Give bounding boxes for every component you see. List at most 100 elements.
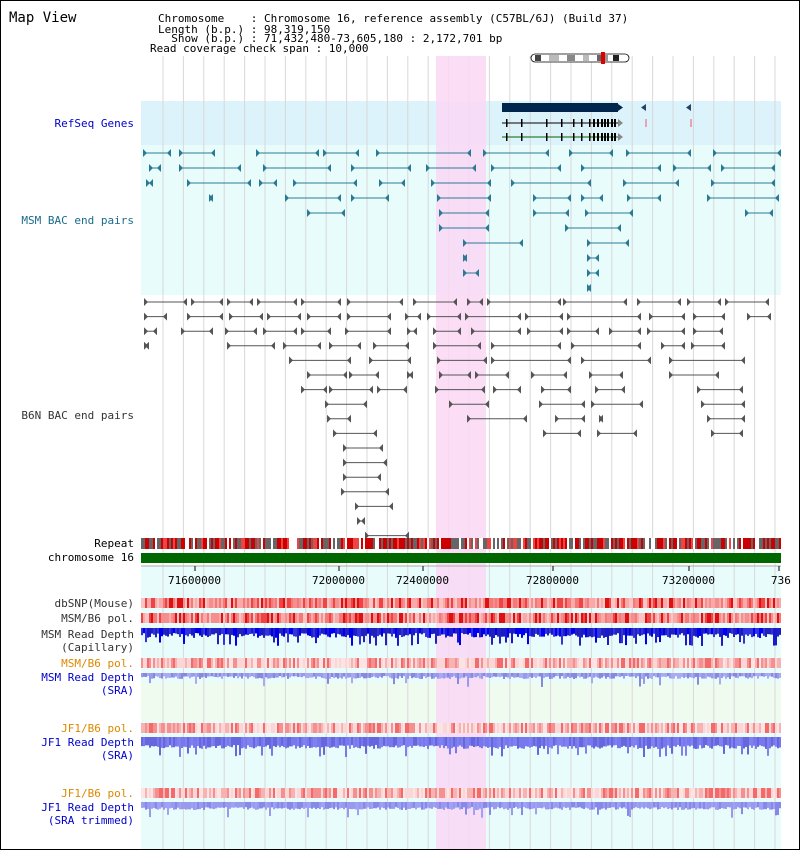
heat-strip (141, 723, 781, 733)
b6n-bac-pair (697, 385, 743, 394)
b6n-bac-pair (471, 327, 521, 336)
msm-bac-end-pairs[interactable] (143, 149, 781, 292)
msm-bac-pair (569, 149, 613, 157)
msm-bac-pair (463, 239, 523, 247)
msm-bac-pair (263, 164, 331, 172)
b6n-bac-pair (581, 356, 651, 365)
msm-bac-pair (713, 149, 781, 157)
b6n-bac-pair (349, 371, 379, 379)
b6n-bac-pair (541, 385, 571, 394)
msm-bac-pair (351, 194, 389, 202)
msm-bac-pair (565, 224, 621, 232)
label-jf1-read-depth-trim-sub: (SRA trimmed) (47, 814, 134, 827)
b6n-bac-pair (427, 312, 461, 321)
refseq-genes[interactable] (502, 103, 692, 141)
b6n-bac-pair (307, 371, 347, 379)
msm-bac-pair (187, 179, 251, 187)
b6n-bac-pair (669, 371, 719, 379)
b6n-bac-pair (493, 385, 521, 394)
msm-bac-pair (491, 164, 561, 172)
b6n-bac-pair (539, 400, 585, 409)
msm-bac-pair (379, 179, 405, 187)
label-dbsnp[interactable]: dbSNP(Mouse) (54, 597, 134, 610)
b6n-bac-pair (227, 298, 253, 306)
variation-tracks[interactable] (141, 598, 781, 818)
b6n-bac-pair (591, 400, 643, 409)
msm-bac-pair (533, 194, 571, 202)
label-msm-b6-pol-2[interactable]: MSM/B6 pol. (61, 657, 134, 670)
ruler-tick-label: 736 (771, 574, 791, 587)
b6n-bac-pair (301, 385, 327, 394)
msm-bac-pair (179, 149, 215, 157)
label-msm-b6-pol-1[interactable]: MSM/B6 pol. (61, 612, 134, 625)
msm-bac-pair (143, 149, 171, 157)
label-refseq-genes[interactable]: RefSeq Genes (54, 117, 134, 130)
label-msm-read-depth-cap[interactable]: MSM Read Depth (41, 628, 134, 641)
b6n-bac-pair (357, 517, 365, 525)
b6n-bac-pair (693, 312, 725, 321)
b6n-bac-pair (289, 356, 351, 365)
b6n-bac-pair (347, 312, 391, 321)
b6n-bac-pair (647, 327, 685, 336)
info-show-range: Show (b.p.) : 71,432,480-73,605,180 : 2,… (158, 32, 503, 45)
b6n-bac-pair (301, 327, 331, 336)
b6n-bac-pair (437, 356, 487, 365)
b6n-bac-pair (373, 341, 409, 350)
b6n-bac-pair (449, 400, 489, 409)
page-title: Map View (9, 10, 77, 26)
repeat-track[interactable] (141, 538, 781, 549)
label-msm-read-depth-sra[interactable]: MSM Read Depth (41, 671, 134, 684)
msm-bac-pair (711, 179, 775, 187)
label-repeat[interactable]: Repeat (94, 537, 134, 550)
b6n-bac-end-pairs[interactable] (144, 298, 771, 540)
label-jf1-read-depth-sub: (SRA) (100, 749, 134, 762)
msm-bac-pair (587, 269, 599, 277)
label-jf1-read-depth-trim[interactable]: JF1 Read Depth (41, 801, 134, 814)
b6n-bac-pair (329, 385, 373, 394)
label-msm-read-depth-cap-sub: (Capillary) (61, 641, 134, 654)
b6n-bac-pair (407, 327, 417, 336)
msm-bac-pair (307, 209, 345, 217)
heat-strip (141, 598, 781, 608)
label-chromosome: chromosome 16 (47, 551, 134, 564)
msm-bac-pair (439, 209, 489, 217)
b6n-bac-pair (491, 341, 561, 350)
msm-bac-pair (146, 179, 153, 187)
b6n-bac-pair (465, 312, 521, 321)
msm-bac-pair (209, 194, 213, 202)
b6n-bac-pair (407, 371, 413, 379)
b6n-bac-pair (301, 298, 341, 306)
read-depth-bars (141, 673, 781, 687)
chromosome-bar[interactable] (141, 553, 781, 563)
msm-bac-pair (259, 179, 277, 187)
label-jf1-b6-pol-1[interactable]: JF1/B6 pol. (61, 722, 134, 735)
msm-bac-pair (351, 164, 411, 172)
b6n-bac-pair (229, 312, 263, 321)
msm-bac-pair (533, 209, 569, 217)
msm-bac-pair (439, 224, 489, 232)
msm-bac-pair (587, 284, 591, 292)
label-msm-bac[interactable]: MSM BAC end pairs (21, 214, 134, 227)
b6n-bac-pair (595, 385, 625, 394)
label-b6n-bac[interactable]: B6N BAC end pairs (21, 409, 134, 422)
b6n-bac-pair (345, 327, 391, 336)
region-highlight (436, 56, 486, 849)
label-jf1-b6-pol-2[interactable]: JF1/B6 pol. (61, 787, 134, 800)
b6n-bac-pair (263, 327, 297, 336)
b6n-bac-pair (439, 371, 471, 379)
msm-bac-pair (293, 179, 357, 187)
b6n-bac-pair (347, 298, 403, 306)
b6n-bac-pair (343, 473, 381, 482)
b6n-bac-pair (491, 356, 571, 365)
info-length: Length (b.p.) : 98,319,150 (158, 23, 331, 36)
b6n-bac-pair (365, 531, 409, 540)
msm-bac-pair (627, 194, 661, 202)
b6n-bac-pair (257, 298, 297, 306)
msm-bac-pair (745, 209, 773, 217)
b6n-bac-pair (433, 341, 481, 350)
ruler-tick-label: 71600000 (168, 574, 221, 587)
label-jf1-read-depth[interactable]: JF1 Read Depth (41, 736, 134, 749)
msm-bac-pair (581, 164, 661, 172)
